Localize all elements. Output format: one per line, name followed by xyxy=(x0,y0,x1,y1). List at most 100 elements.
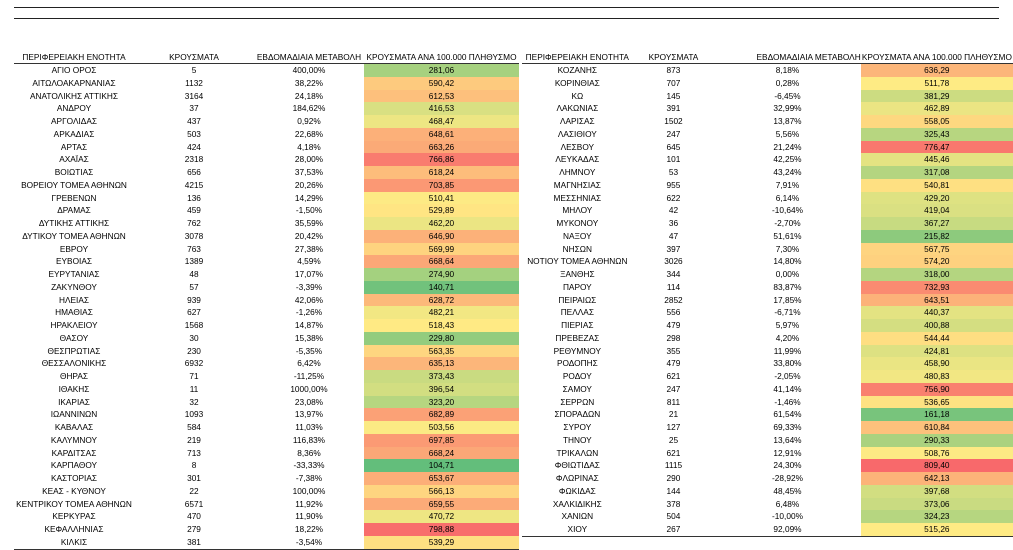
left-data-table: ΠΕΡΙΦΕΡΕΙΑΚΗ ΕΝΟΤΗΤΑ ΚΡΟΥΣΜΑΤΑ ΕΒΔΟΜΑΔΙΑ… xyxy=(14,52,519,550)
table-row: ΒΟΡΕΙΟΥ ΤΟΜΕΑ ΑΘΗΝΩΝ 4215 20,26% 703,85 xyxy=(14,178,519,192)
per-100k-cell: 445,46 xyxy=(860,153,1013,166)
table-row: ΣΥΡΟΥ 127 69,33% 610,84 xyxy=(522,421,1013,434)
table-row: ΚΑΡΠΑΘΟΥ 8 -33,33% 104,71 xyxy=(14,459,519,472)
weekly-change-cell: -1,50% xyxy=(295,205,323,216)
table-row: ΚΑΒΑΛΑΣ 584 11,03% 503,56 xyxy=(14,421,519,434)
cases-cell: 136 xyxy=(187,192,201,203)
region-name-cell: ΡΟΔΟΥ xyxy=(562,371,592,381)
region-name-cell: ΚΕΡΚΥΡΑΣ xyxy=(52,511,96,522)
cases-cell: 4215 xyxy=(184,179,204,190)
weekly-change-cell: 92,09% xyxy=(714,523,861,537)
region-name-cell: ΚΑΒΑΛΑΣ xyxy=(54,422,94,432)
region-name-cell: ΕΒΡΟΥ xyxy=(59,243,89,254)
table-row: ΚΟΖΑΝΗΣ 873 8,18% 636,29 xyxy=(522,63,1013,77)
header-cases: ΚΡΟΥΣΜΑΤΑ xyxy=(134,52,254,64)
table-row: ΑΧΑΪΑΣ 2318 28,00% 766,86 xyxy=(14,153,519,166)
weekly-change-cell: 13,87% xyxy=(773,116,802,126)
weekly-change-cell: -1,46% xyxy=(774,396,801,407)
table-row: ΛΑΡΙΣΑΣ 1502 13,87% 558,05 xyxy=(522,115,1013,128)
region-name-cell: ΚΕΝΤΡΙΚΟΥ ΤΟΜΕΑ ΑΘΗΝΩΝ xyxy=(16,498,132,509)
cases-cell: 939 xyxy=(187,294,201,305)
per-100k-cell: 104,71 xyxy=(364,459,519,472)
per-100k-cell: 569,99 xyxy=(364,242,519,256)
weekly-change-cell: 17,07% xyxy=(294,269,324,279)
table-row: ΠΙΕΡΙΑΣ 479 5,97% 400,88 xyxy=(522,319,1013,332)
cases-cell: 145 xyxy=(666,90,681,101)
region-name-cell: ΚΟΖΑΝΗΣ xyxy=(557,65,598,75)
weekly-change-cell: 38,22% xyxy=(294,77,324,88)
cases-cell: 1115 xyxy=(664,460,683,471)
table-row: ΔΡΑΜΑΣ 459 -1,50% 529,89 xyxy=(14,204,519,217)
header-region: ΠΕΡΙΦΕΡΕΙΑΚΗ ΕΝΟΤΗΤΑ xyxy=(14,52,134,64)
right-data-table: ΠΕΡΙΦΕΡΕΙΑΚΗ ΕΝΟΤΗΤΑ ΚΡΟΥΣΜΑΤΑ ΕΒΔΟΜΑΔΙΑ… xyxy=(522,52,1013,537)
table-row: ΠΕΙΡΑΙΩΣ 2852 17,85% 643,51 xyxy=(522,293,1013,307)
weekly-change-cell: 21,24% xyxy=(773,141,802,152)
weekly-change-cell: -5,35% xyxy=(295,345,323,356)
weekly-change-cell: -1,26% xyxy=(295,307,323,318)
weekly-change-cell: 7,30% xyxy=(775,243,800,254)
region-name-cell: ΣΑΜΟΥ xyxy=(562,383,592,394)
weekly-change-cell: 14,80% xyxy=(773,256,802,267)
per-100k-cell: 429,20 xyxy=(860,191,1013,205)
weekly-change-cell: 27,38% xyxy=(294,243,324,254)
cases-cell: 101 xyxy=(666,154,681,165)
weekly-change-cell: 20,42% xyxy=(294,230,324,241)
per-100k-cell: 381,29 xyxy=(860,89,1013,103)
cases-cell: 37 xyxy=(189,103,199,114)
weekly-change-cell: 14,87% xyxy=(294,320,324,330)
per-100k-cell: 397,68 xyxy=(860,484,1013,498)
region-name-cell: ΛΕΥΚΑΔΑΣ xyxy=(555,154,600,165)
weekly-change-cell: 32,99% xyxy=(773,103,802,114)
table-row: ΝΑΞΟΥ 47 51,61% 215,82 xyxy=(522,229,1013,243)
cases-cell: 247 xyxy=(666,128,681,139)
cases-cell: 6932 xyxy=(184,358,204,369)
cases-cell: 47 xyxy=(668,230,679,241)
per-100k-cell: 503,56 xyxy=(364,421,519,434)
per-100k-cell: 440,37 xyxy=(860,306,1013,319)
weekly-change-cell: 43,24% xyxy=(773,167,802,177)
region-name-cell: ΗΜΑΘΙΑΣ xyxy=(55,307,93,318)
per-100k-cell: 480,83 xyxy=(860,370,1013,383)
table-row: ΛΑΣΙΘΙΟΥ 247 5,56% 325,43 xyxy=(522,127,1013,141)
cases-cell: 247 xyxy=(666,383,681,394)
weekly-change-cell: 41,14% xyxy=(773,383,802,394)
weekly-change-cell: 61,54% xyxy=(773,409,802,420)
weekly-change-cell: -7,38% xyxy=(295,473,323,483)
per-100k-cell: 215,82 xyxy=(860,229,1013,243)
region-name-cell: ΜΥΚΟΝΟΥ xyxy=(556,218,599,228)
cases-cell: 6571 xyxy=(184,498,204,509)
weekly-change-cell: 35,59% xyxy=(294,218,324,228)
header-cases-per-100k: ΚΡΟΥΣΜΑΤΑ ΑΝΑ 100.000 ΠΛΗΘΥΣΜΟ xyxy=(860,52,1013,64)
per-100k-cell: 468,47 xyxy=(364,115,519,128)
second-border-line xyxy=(14,18,999,19)
region-name-cell: ΠΑΡΟΥ xyxy=(562,281,592,292)
per-100k-cell: 318,00 xyxy=(860,268,1013,281)
per-100k-cell: 518,43 xyxy=(364,319,519,332)
per-100k-cell: 642,13 xyxy=(860,472,1013,485)
region-name-cell: ΓΡΕΒΕΝΩΝ xyxy=(51,192,97,203)
header-region: ΠΕΡΙΦΕΡΕΙΑΚΗ ΕΝΟΤΗΤΑ xyxy=(522,52,633,64)
region-name-cell: ΒΟΙΩΤΙΑΣ xyxy=(54,167,94,177)
per-100k-cell: 697,85 xyxy=(364,433,519,447)
weekly-change-cell: 4,59% xyxy=(297,256,321,267)
weekly-change-cell: 69,33% xyxy=(773,422,802,432)
cases-cell: 3026 xyxy=(664,256,683,267)
region-name-cell: ΠΕΙΡΑΙΩΣ xyxy=(558,294,597,305)
cases-cell: 556 xyxy=(666,307,681,318)
region-name-cell: ΦΛΩΡΙΝΑΣ xyxy=(555,473,599,483)
weekly-change-cell: 6,48% xyxy=(775,498,800,509)
cases-cell: 2318 xyxy=(184,154,204,165)
cases-cell: 378 xyxy=(666,498,681,509)
region-name-cell: ΛΕΣΒΟΥ xyxy=(560,141,595,152)
cases-cell: 479 xyxy=(666,320,681,330)
weekly-change-cell: 51,61% xyxy=(773,230,802,241)
cases-cell: 1093 xyxy=(184,409,204,420)
weekly-change-cell: 24,30% xyxy=(773,460,802,471)
cases-cell: 301 xyxy=(187,473,201,483)
region-name-cell: ΔΥΤΙΚΟΥ ΤΟΜΕΑ ΑΘΗΝΩΝ xyxy=(22,230,126,241)
table-row: ΡΟΔΟΠΗΣ 479 33,80% 458,90 xyxy=(522,357,1013,370)
table-row: ΘΕΣΠΡΩΤΙΑΣ 230 -5,35% 563,35 xyxy=(14,344,519,358)
per-100k-cell: 462,20 xyxy=(364,217,519,230)
cases-cell: 437 xyxy=(187,116,201,126)
region-name-cell: ΗΡΑΚΛΕΙΟΥ xyxy=(50,320,98,330)
